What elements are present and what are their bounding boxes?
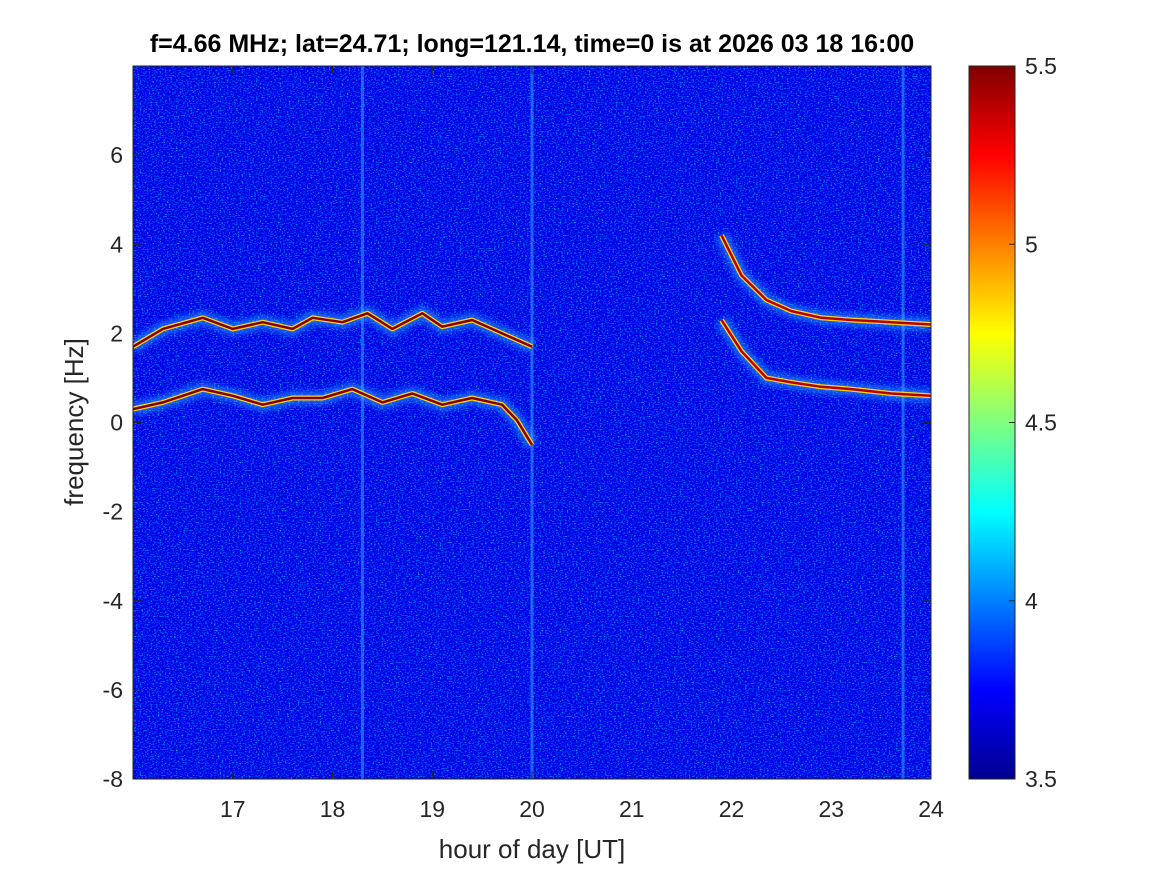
- y-tick-label: 2: [110, 320, 123, 346]
- x-tick-label: 17: [220, 796, 246, 822]
- y-tick-label: -4: [103, 588, 124, 614]
- chart-title: f=4.66 MHz; lat=24.71; long=121.14, time…: [150, 30, 914, 58]
- colorbar-gradient: [968, 65, 1016, 780]
- x-tick-label: 24: [918, 796, 944, 822]
- x-tick-label: 19: [419, 796, 445, 822]
- colorbar-tick-label: 5.5: [1025, 53, 1057, 79]
- vertical-streaks: [360, 66, 905, 779]
- y-axis-ticks: -8 -6 -4 -2 0 2 4 6: [103, 142, 931, 792]
- trace-line: [133, 312, 533, 348]
- x-tick-label: 21: [619, 796, 645, 822]
- y-tick-label: -8: [103, 766, 123, 792]
- trace-line: [133, 387, 534, 446]
- colorbar-tick-label: 4: [1025, 588, 1038, 614]
- x-tick-label: 18: [320, 796, 346, 822]
- trace-line: [720, 234, 931, 326]
- x-tick-label: 23: [818, 796, 844, 822]
- y-tick-label: -2: [103, 499, 123, 525]
- y-axis-label: frequency [Hz]: [59, 338, 89, 506]
- y-tick-label: 4: [110, 231, 123, 257]
- y-tick-label: 6: [110, 142, 123, 168]
- x-axis-ticks: 17 18 19 20 21 22 23 24: [220, 66, 944, 822]
- x-tick-label: 20: [519, 796, 545, 822]
- x-tick-label: 22: [719, 796, 745, 822]
- colorbar-tick-label: 3.5: [1025, 766, 1057, 792]
- doppler-traces: [133, 232, 931, 449]
- x-axis-label: hour of day [UT]: [439, 834, 625, 864]
- colorbar-tick-label: 5: [1025, 231, 1038, 257]
- colorbar-ticks: 3.5 4 4.5 5 5.5: [1009, 53, 1057, 792]
- colorbar: 3.5 4 4.5 5 5.5: [968, 53, 1057, 792]
- trace-line: [720, 319, 931, 398]
- y-tick-label: 0: [110, 410, 123, 436]
- y-tick-label: -6: [103, 677, 123, 703]
- spectrogram-plot: [133, 66, 931, 779]
- colorbar-tick-label: 4.5: [1025, 410, 1057, 436]
